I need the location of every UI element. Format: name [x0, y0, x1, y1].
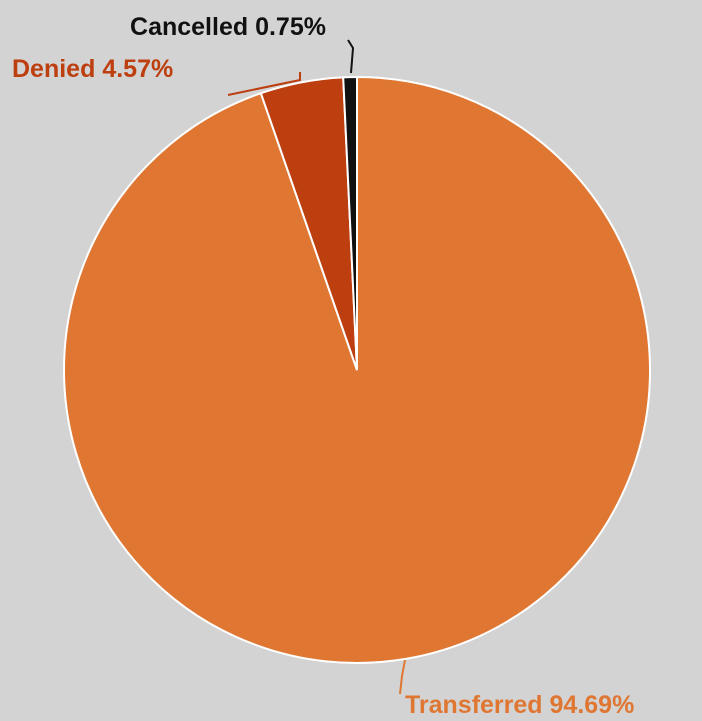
slice-value: 0.75%	[255, 13, 326, 41]
leader-line	[227, 72, 301, 96]
slice-name: Denied	[12, 55, 95, 83]
slice-value: 94.69%	[550, 691, 635, 719]
slice-name: Cancelled	[130, 13, 248, 41]
slice-value: 4.57%	[102, 55, 173, 83]
slice-name: Transferred	[405, 691, 543, 719]
leader-line	[347, 39, 355, 74]
slice-label: Transferred 94.69%	[405, 691, 634, 719]
slice-label: Cancelled 0.75%	[130, 13, 326, 41]
slice-label: Denied 4.57%	[12, 55, 173, 83]
leader-line	[399, 659, 406, 695]
pie-slice	[342, 75, 358, 371]
